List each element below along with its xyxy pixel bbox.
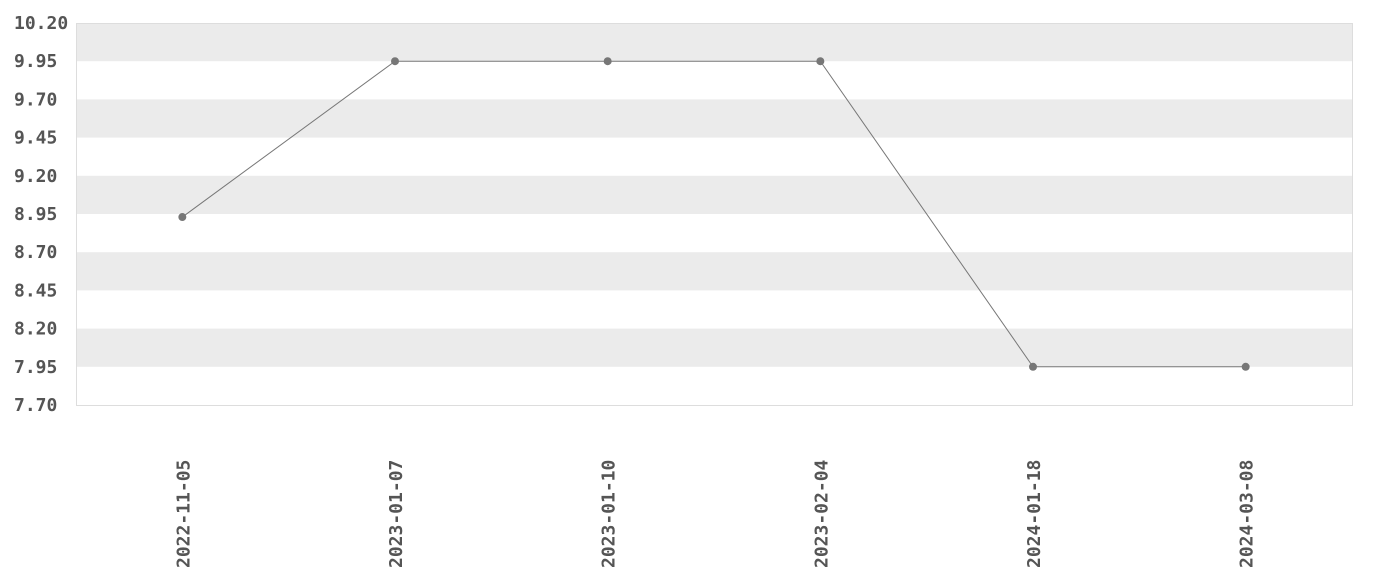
x-tick-label: 2023-01-07 <box>386 460 407 568</box>
background-bands <box>76 23 1352 367</box>
y-tick-label: 10.20 <box>14 13 68 34</box>
grid-band <box>76 252 1352 291</box>
y-tick-label: 8.45 <box>14 280 57 301</box>
grid-band <box>76 328 1352 367</box>
x-tick-label: 2022-11-05 <box>173 460 194 568</box>
y-axis: 7.70 7.95 8.20 8.45 8.70 8.95 9.20 9.45 9.70 9.95… <box>14 13 68 416</box>
series-line <box>182 60 1246 368</box>
y-tick-label: 9.95 <box>14 51 57 72</box>
data-point <box>178 213 187 222</box>
y-tick-label: 8.95 <box>14 204 57 225</box>
x-tick-label: 2023-02-04 <box>811 459 832 568</box>
x-axis: 2022-11-05 2023-01-07 2023-01-10 2023-02-04… <box>173 459 1257 568</box>
grid-band <box>76 175 1352 214</box>
plot-area-border <box>76 23 1353 406</box>
y-tick-label: 8.70 <box>14 242 57 263</box>
data-point <box>603 57 612 66</box>
data-point <box>1029 362 1037 371</box>
data-point <box>391 57 399 66</box>
y-tick-label: 9.45 <box>14 128 57 149</box>
x-tick-label: 2023-01-10 <box>599 460 620 568</box>
y-tick-label: 8.20 <box>14 319 57 340</box>
y-tick-label: 9.70 <box>14 89 57 110</box>
x-tick-label: 2024-01-18 <box>1024 460 1045 568</box>
data-point <box>1241 362 1250 371</box>
data-point <box>816 57 825 66</box>
y-tick-label: 9.20 <box>14 166 57 187</box>
series <box>178 57 1250 371</box>
grid-band <box>76 99 1352 138</box>
y-tick-label: 7.70 <box>14 395 57 416</box>
grid-band <box>76 23 1352 62</box>
y-tick-label: 7.95 <box>14 357 57 378</box>
x-tick-label: 2024-03-08 <box>1237 460 1258 568</box>
